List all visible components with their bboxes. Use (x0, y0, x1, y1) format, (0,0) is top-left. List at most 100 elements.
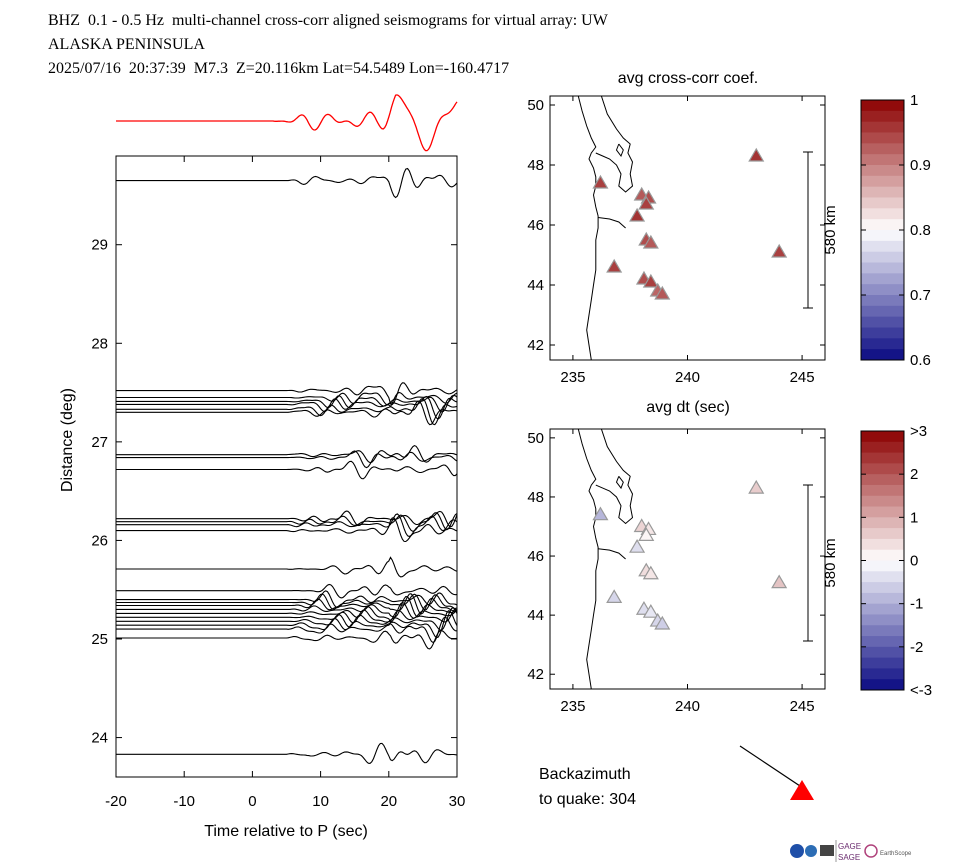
colorbar-segment (861, 230, 904, 242)
station-marker (592, 174, 609, 189)
seismogram-traces (116, 167, 457, 764)
x-tick-label: 10 (312, 793, 329, 810)
map-coef-title: avg cross-corr coef. (618, 70, 758, 87)
colorbar-segment (861, 431, 904, 443)
station-marker (592, 506, 609, 521)
colorbar-segment (861, 646, 904, 659)
colorbar-segment (861, 560, 904, 572)
seismogram-trace (116, 610, 457, 639)
colorbar-segment (861, 132, 904, 144)
colorbar-segment (861, 582, 904, 594)
map-x-tick-label: 240 (675, 698, 700, 715)
coastline-island (615, 143, 624, 158)
map-x-tick-label: 245 (790, 698, 815, 715)
colorbar-segment (861, 668, 904, 680)
colorbar-segment (861, 636, 904, 648)
station-marker (606, 589, 623, 604)
station-marker (638, 527, 655, 541)
colorbar-segment (861, 327, 904, 339)
map-y-tick-label: 50 (527, 430, 544, 447)
backazimuth-line (739, 745, 801, 787)
quake-marker-icon (790, 780, 814, 800)
x-tick-label: -20 (105, 793, 127, 810)
map-y-tick-label: 48 (527, 489, 544, 506)
colorbar-segment (861, 208, 904, 220)
map-x-tick-label: 235 (560, 369, 585, 386)
y-tick-label: 29 (91, 237, 108, 254)
map-x-tick-label: 235 (560, 698, 585, 715)
colorbar-segment (861, 295, 904, 307)
station-marker (642, 234, 659, 249)
map-coef-xlabel: avg dt (sec) (646, 399, 730, 416)
map-x-tick-label: 240 (675, 369, 700, 386)
x-tick-label: 30 (449, 793, 466, 810)
sage-logo: SAGE (838, 853, 860, 862)
colorbar-segment (861, 571, 904, 583)
backazimuth-value: to quake: 304 (539, 791, 636, 808)
colorbar-segment (861, 273, 904, 285)
colorbar-segment (861, 549, 904, 561)
map-x-tick-label: 245 (790, 369, 815, 386)
colorbar-segment (861, 240, 904, 253)
seismogram-trace (116, 394, 457, 413)
earthscope-logo-icon (864, 844, 878, 858)
colorbar-segment (861, 614, 904, 626)
header-line3: 2025/07/16 20:37:39 M7.3 Z=20.116km Lat=… (48, 60, 510, 77)
seismogram-trace (116, 450, 457, 469)
map-y-tick-label: 44 (527, 277, 544, 294)
colorbar-segment (861, 441, 904, 454)
coastline (577, 96, 634, 360)
colorbar-tick-label: 0 (910, 553, 918, 570)
colorbar-segment (861, 262, 904, 274)
map-frame (549, 428, 826, 690)
station-marker (638, 195, 655, 210)
colorbar-segment (861, 528, 904, 540)
y-tick-label: 26 (91, 532, 108, 549)
colorbar-segment (861, 679, 904, 691)
map-y-tick-label: 42 (527, 337, 544, 354)
seismogram-trace (116, 395, 457, 420)
y-tick-label: 28 (91, 335, 108, 352)
seismogram-trace (116, 167, 457, 199)
colorbar-segment (861, 506, 904, 518)
logo-strip: GAGE SAGE EarthScope (790, 840, 912, 862)
seismogram-trace (116, 742, 457, 764)
colorbar-segment (861, 316, 904, 328)
seismogram-trace (116, 556, 457, 578)
colorbar-segment (861, 517, 904, 529)
earthscope-logo: EarthScope (880, 851, 912, 857)
seismogram-trace (116, 512, 457, 532)
station-marker (748, 479, 765, 494)
seismogram-trace (116, 590, 457, 609)
colorbar-segment (861, 186, 904, 198)
stacked-waveform (116, 94, 458, 152)
colorbar-segment (861, 474, 904, 486)
colorbar-tick-label: <-3 (910, 682, 932, 699)
backazimuth-arrow (739, 745, 814, 800)
x-tick-label: 20 (380, 793, 397, 810)
scale-bar-label: 580 km (822, 205, 839, 254)
seismogram-trace (116, 397, 457, 426)
colorbar-segment (861, 603, 904, 615)
station-marker (654, 285, 671, 300)
y-tick-label: 25 (91, 631, 108, 648)
seismogram-trace (116, 391, 457, 408)
colorbar-tick-label: >3 (910, 423, 927, 440)
seismogram-trace (116, 630, 457, 650)
colorbar-segment (861, 349, 904, 361)
y-tick-label: 24 (91, 730, 108, 747)
colorbar-tick-label: 1 (910, 92, 918, 109)
seismogram-trace (116, 607, 457, 624)
seismogram-trace (116, 460, 457, 480)
seismogram-trace (116, 382, 457, 406)
gage-logo: GAGE (838, 842, 861, 851)
station-marker (771, 243, 788, 258)
station-marker (642, 273, 659, 288)
x-tick-label: -10 (173, 793, 195, 810)
y-tick-label: 27 (91, 434, 108, 451)
colorbar-segment (861, 495, 904, 508)
station-marker (642, 603, 659, 618)
stacked-waveform-line (116, 94, 458, 152)
station-marker (629, 538, 646, 553)
colorbar-segment (861, 484, 904, 497)
